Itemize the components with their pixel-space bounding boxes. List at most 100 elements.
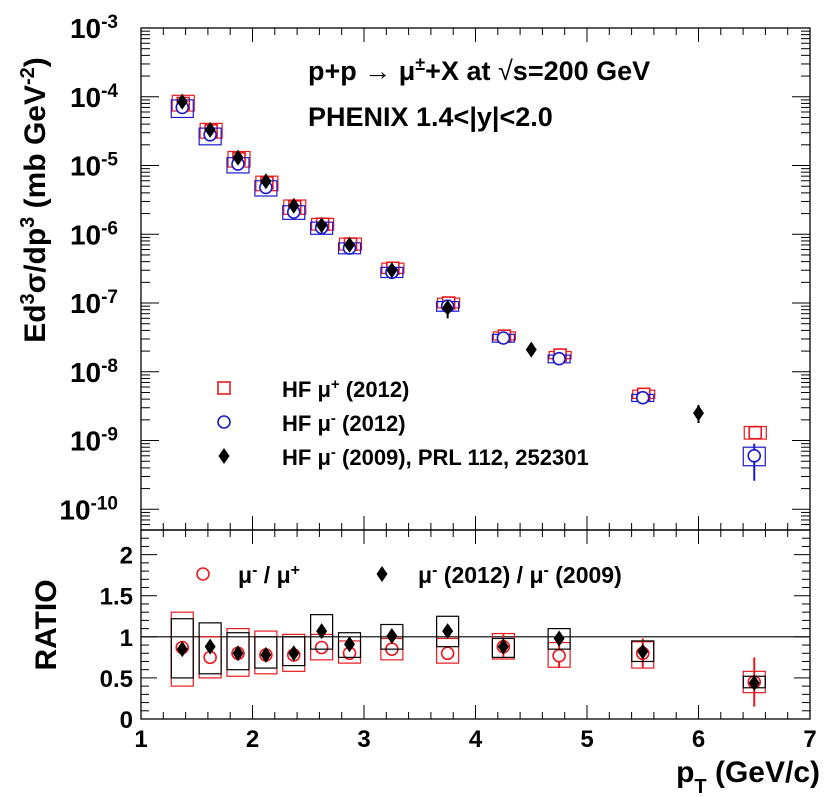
- top-y-axis-title-part-4: (mb GeV: [19, 85, 52, 217]
- top-ytick-label-2-part-1: -5: [101, 149, 118, 170]
- top-ytick-label-2-part-0: 10: [70, 151, 101, 182]
- bottom-point-1-11: [637, 643, 649, 660]
- bottom-sys-box-1-5: [310, 614, 334, 650]
- bottom-xtick-label-1: 2: [246, 726, 259, 753]
- top-point-1-9: [496, 331, 511, 345]
- top-legend-label-0: HF μ+ (2012): [282, 376, 409, 403]
- x-axis-title-part-1: T: [694, 776, 706, 797]
- top-panel: 10-310-410-510-610-710-810-910-10Ed3σ/dp…: [17, 12, 811, 531]
- top-ytick-label-5: 10-8: [70, 355, 118, 388]
- top-ytick-label-3-part-0: 10: [70, 219, 101, 250]
- bottom-legend-label-0-part-0: μ: [238, 562, 252, 588]
- top-point-1-11: [635, 390, 650, 405]
- bottom-point-0-10: [552, 648, 566, 663]
- top-ytick-label-4: 10-7: [70, 287, 118, 320]
- experiment-annotation: PHENIX 1.4<|y|<2.0: [308, 102, 553, 132]
- top-point-2-4: [288, 197, 300, 214]
- top-legend-marker-2: [218, 448, 230, 464]
- bottom-legend-label-1-part-4: (2009): [549, 562, 622, 588]
- top-ytick-label-0-part-1: -3: [101, 12, 118, 33]
- top-ytick-label-6-part-0: 10: [70, 426, 101, 457]
- top-legend-label-1-part-2: (2012): [336, 411, 406, 436]
- x-axis-title-part-0: p: [676, 756, 694, 789]
- x-axis-title: pT (GeV/c): [676, 756, 820, 797]
- top-ytick-label-4-part-0: 10: [70, 288, 101, 319]
- top-legend-label-2-part-0: HF μ: [282, 445, 331, 470]
- bottom-point-1-0: [176, 641, 188, 658]
- bottom-legend-label-1-part-2: (2012) / μ: [437, 562, 543, 588]
- top-ytick-label-5-part-0: 10: [70, 357, 101, 388]
- bottom-legend-label-0-part-2: / μ: [257, 562, 290, 588]
- top-y-axis-title-part-0: Ed: [19, 304, 52, 342]
- bottom-point-1-4: [288, 645, 300, 662]
- bottom-xtick-label-4: 5: [580, 726, 593, 753]
- top-legend-label-0-part-2: (2012): [340, 377, 410, 402]
- top-ytick-label-7: 10-10: [59, 493, 118, 526]
- top-ytick-label-1-part-1: -4: [101, 80, 118, 101]
- x-axis-title-part-2: (GeV/c): [707, 756, 820, 789]
- top-ytick-label-7-part-0: 10: [59, 494, 90, 525]
- top-point-2-0: [176, 93, 188, 110]
- bottom-xtick-label-0: 1: [134, 726, 147, 753]
- bottom-sys-box-1-6: [337, 632, 362, 658]
- energy-text: s=200 GeV: [513, 56, 650, 86]
- bottom-legend-label-1-part-3: -: [544, 562, 549, 579]
- top-point-2-6: [344, 236, 356, 253]
- top-ytick-label-6: 10-9: [70, 424, 118, 457]
- bottom-legend-label-1-part-0: μ: [418, 562, 432, 588]
- bottom-sys-box-1-2: [226, 632, 250, 671]
- top-ytick-label-2: 10-5: [70, 149, 118, 182]
- top-point-2-5: [316, 217, 328, 234]
- top-point-2-10: [693, 405, 704, 422]
- top-ytick-label-4-part-1: -7: [101, 287, 118, 308]
- top-point-0-12: [748, 425, 763, 440]
- bottom-xtick-label-5: 6: [692, 726, 705, 753]
- top-ytick-label-0: 10-3: [70, 12, 118, 45]
- bottom-ytick-label-2: 1: [120, 625, 133, 652]
- top-y-axis-title: Ed3σ/dp3 (mb GeV-2): [17, 57, 52, 343]
- bottom-y-axis-title: RATIO: [30, 579, 63, 670]
- bottom-ytick-label-1: 0.5: [100, 666, 133, 693]
- bottom-point-1-12: [748, 674, 760, 691]
- bottom-sys-box-1-9: [491, 637, 515, 658]
- bottom-point-1-10: [553, 630, 565, 647]
- bottom-point-0-8: [440, 646, 455, 661]
- reaction-suffix: +X at: [425, 56, 498, 86]
- reaction-prefix: p+p → μ: [308, 56, 415, 86]
- top-point-2-1: [204, 121, 216, 138]
- top-ytick-label-3: 10-6: [70, 218, 118, 251]
- bottom-point-1-9: [497, 638, 509, 655]
- top-ytick-label-0-part-0: 10: [70, 13, 101, 44]
- top-legend-label-0-part-0: HF μ: [282, 377, 331, 402]
- bottom-sys-box-1-8: [436, 615, 460, 648]
- bottom-point-1-2: [232, 645, 244, 662]
- bottom-legend-marker-0: [196, 567, 210, 581]
- bottom-ytick-label-4: 2: [120, 543, 133, 570]
- bottom-ytick-label-3: 1.5: [100, 584, 133, 611]
- bottom-point-1-8: [442, 623, 454, 640]
- bottom-xtick-label-3: 4: [469, 726, 483, 753]
- top-ytick-label-6-part-1: -9: [101, 424, 118, 445]
- top-legend-label-1-part-1: -: [331, 410, 336, 427]
- top-ytick-label-3-part-1: -6: [101, 218, 118, 239]
- bottom-legend-label-1-part-1: -: [432, 562, 437, 579]
- top-point-2-7: [386, 262, 398, 279]
- top-legend-label-0-part-1: +: [331, 376, 340, 393]
- bottom-legend-label-0-part-3: +: [291, 562, 300, 579]
- reaction-sup: ±: [415, 54, 425, 74]
- bottom-sys-box-1-11: [631, 640, 655, 663]
- bottom-legend-label-0: μ- / μ+: [238, 562, 300, 589]
- bottom-legend-label-0-part-1: -: [252, 562, 257, 579]
- reaction-annotation: p+p → μ±+X at √s=200 GeV: [308, 54, 650, 86]
- bottom-sys-box-1-10: [547, 628, 571, 650]
- top-y-axis-title-part-1: 3: [17, 293, 39, 304]
- bottom-legend-marker-1: [376, 566, 388, 582]
- top-ytick-label-7-part-1: -10: [91, 493, 118, 514]
- bottom-sys-box-1-0: [170, 618, 194, 679]
- bottom-point-0-5: [314, 640, 329, 655]
- top-legend-label-1-part-0: HF μ: [282, 411, 331, 436]
- top-ytick-label-1-part-0: 10: [70, 82, 101, 113]
- top-legend-label-2: HF μ- (2009), PRL 112, 252301: [282, 444, 589, 471]
